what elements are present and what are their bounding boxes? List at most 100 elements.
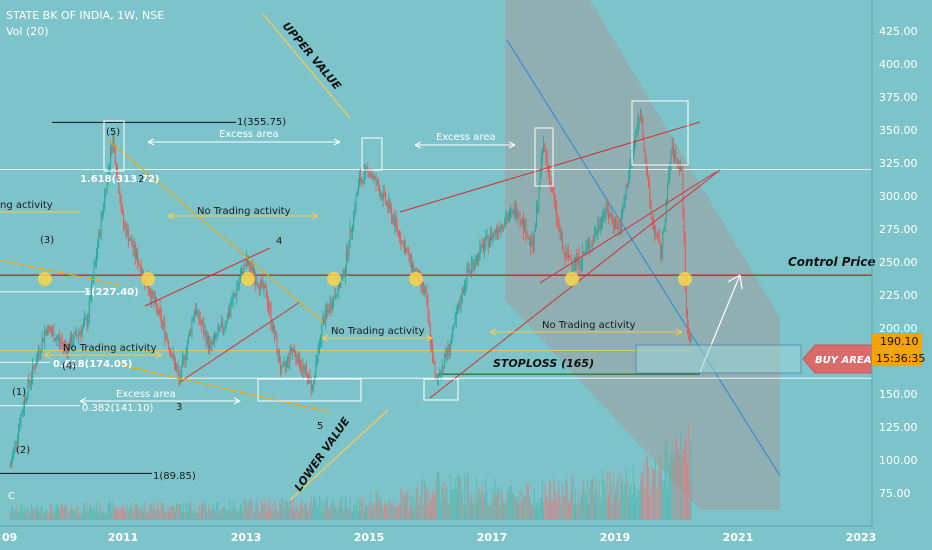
volume-bar [659, 468, 661, 520]
volume-bar [438, 471, 440, 520]
candle-body [72, 342, 74, 346]
volume-bar [442, 482, 444, 520]
candle-body [408, 251, 410, 260]
wave-3n-label: 3 [176, 402, 182, 413]
volume-bar [224, 506, 226, 520]
excess-area-arrow-2-head-r2 [508, 144, 516, 149]
no-trading-arrow-2-head-l2 [321, 337, 329, 342]
volume-bar [199, 511, 201, 520]
volume-bar [567, 501, 569, 520]
volume-bar [657, 470, 659, 520]
candle-body [247, 257, 248, 265]
volume-bar [484, 495, 486, 520]
volume-bar [327, 494, 329, 520]
volume-bar [518, 503, 520, 520]
candle-body [165, 335, 167, 337]
price-axis-tick-label: 375.00 [879, 91, 918, 104]
candle-body [249, 261, 251, 271]
no-trading-arrow-1-head-r2 [311, 215, 319, 220]
volume-bar [255, 503, 257, 520]
volume-bar [588, 503, 589, 520]
candle-body [516, 207, 517, 217]
last-price-tag[interactable] [872, 333, 922, 350]
candle-body [466, 268, 468, 284]
candle-body [203, 324, 205, 335]
candle-body [637, 120, 639, 130]
volume-bar [173, 506, 175, 520]
control-price-label: Control Price [788, 255, 876, 269]
volume-bar [376, 492, 378, 520]
candle-body [132, 245, 134, 249]
volume-bar [626, 478, 628, 520]
volume-bar [235, 508, 237, 520]
candle-body [518, 215, 520, 217]
volume-bar [672, 459, 674, 520]
candle-body [614, 224, 615, 228]
volume-bar [380, 495, 382, 520]
candle-body [95, 256, 97, 262]
candle-body [608, 211, 609, 217]
volume-bar [566, 480, 568, 520]
peak-box-2019 [631, 100, 689, 166]
volume-bar [533, 487, 535, 520]
volume-bar [615, 489, 617, 520]
candle-body [468, 270, 470, 273]
volume-bar [126, 503, 128, 520]
volume-bar [47, 514, 49, 520]
volume-bar [396, 506, 398, 520]
volume-bar [61, 504, 63, 520]
volume-bar [118, 509, 120, 520]
volume-bar [205, 509, 207, 520]
candle-body [86, 319, 88, 327]
volume-bar [36, 503, 38, 520]
excess-area-arrow-1-head-r1 [333, 138, 341, 143]
volume-bar [676, 441, 678, 520]
symbol-title[interactable]: STATE BK OF INDIA, 1W, NSE [6, 9, 165, 22]
volume-bar [520, 503, 522, 520]
candle-body [13, 447, 15, 455]
candle-body [386, 202, 388, 204]
volume-bar [539, 498, 541, 520]
volume-bar [147, 511, 149, 520]
candle-body [100, 216, 102, 235]
volume-bar [563, 496, 565, 520]
candle-body [606, 204, 608, 211]
candle-body [491, 233, 493, 240]
volume-bar [392, 505, 394, 520]
volume-bar [64, 505, 65, 520]
volume-indicator-label[interactable]: Vol (20) [6, 25, 49, 38]
volume-bar [127, 512, 129, 520]
time-axis-tick-label: 2017 [477, 531, 508, 544]
volume-bar [321, 511, 323, 520]
wave-5-label: (5) [106, 127, 120, 138]
volume-bar [55, 504, 57, 520]
candle-body [677, 160, 679, 164]
candle-body [93, 267, 95, 280]
candle-body [683, 211, 685, 239]
volume-bar [637, 488, 639, 520]
volume-bar [525, 494, 527, 520]
volume-bar [460, 477, 462, 520]
volume-bar [375, 492, 377, 520]
volume-bar [381, 503, 383, 520]
volume-bar [322, 500, 324, 520]
volume-bar [577, 502, 579, 520]
candle-body [680, 165, 681, 171]
volume-bar [228, 511, 230, 520]
candle-body [152, 290, 154, 298]
volume-bar [445, 483, 447, 520]
candle-body [183, 356, 185, 360]
candle-body [625, 186, 627, 198]
candle-body [97, 246, 98, 257]
candle-body [171, 356, 173, 358]
volume-bar [547, 501, 549, 520]
volume-bar [638, 490, 640, 520]
candle-body [571, 259, 573, 265]
candle-body [198, 310, 200, 321]
candle-body [441, 365, 443, 375]
candle-body [544, 142, 546, 151]
volume-bar [390, 503, 392, 520]
volume-bar [514, 495, 516, 520]
volume-bar [340, 505, 342, 520]
